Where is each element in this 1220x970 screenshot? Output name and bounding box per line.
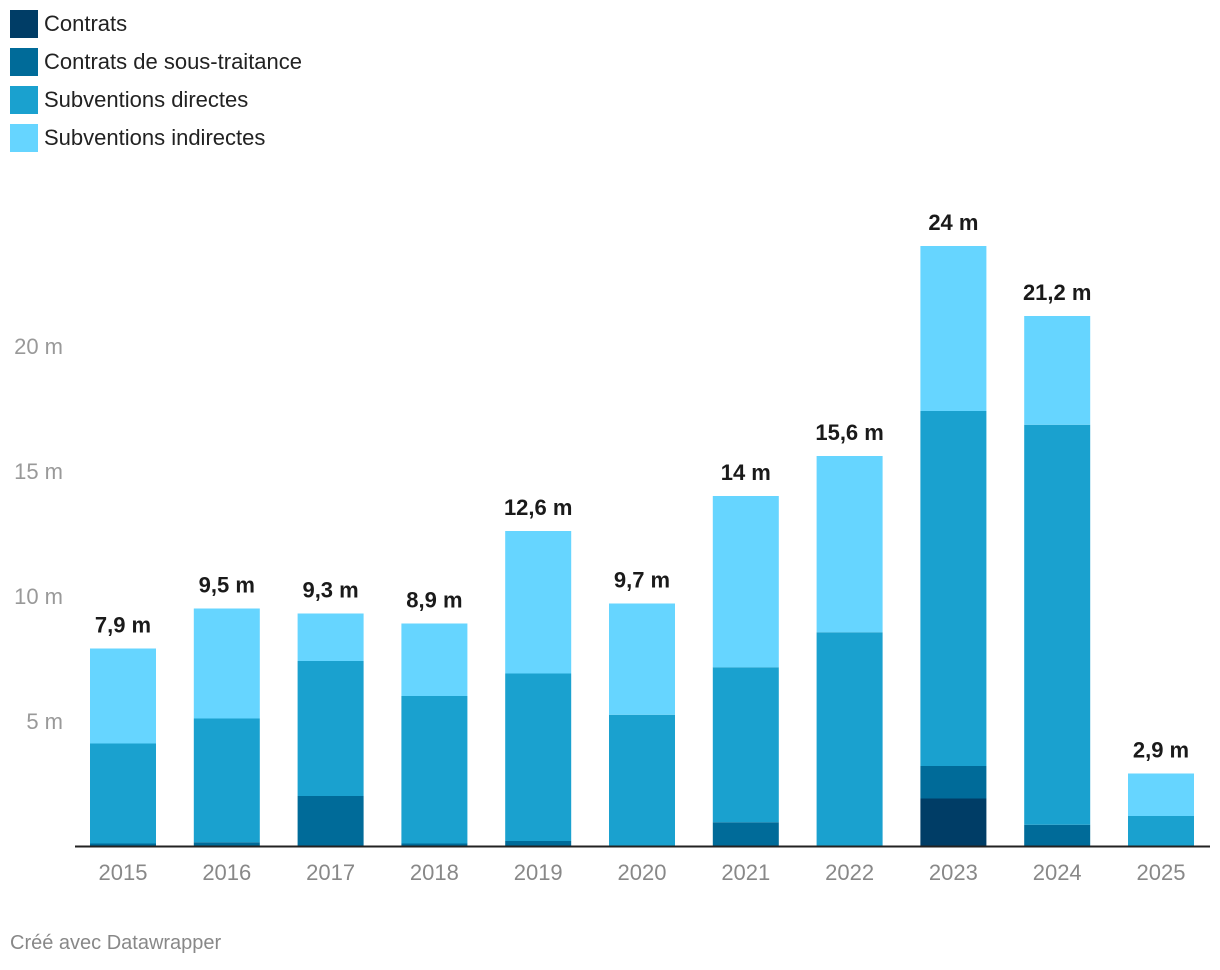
total-label-2017: 9,3 m bbox=[302, 578, 358, 603]
y-tick-label-10: 10 m bbox=[14, 584, 63, 609]
bar-2025-series-3 bbox=[1128, 773, 1194, 816]
y-tick-label-5: 5 m bbox=[26, 709, 63, 734]
x-tick-label-2025: 2025 bbox=[1137, 860, 1186, 885]
legend-item-subventions-directes: Subventions directes bbox=[10, 86, 302, 114]
y-tick-label-15: 15 m bbox=[14, 459, 63, 484]
bar-2020-series-2 bbox=[609, 714, 675, 846]
legend-swatch-sous-traitance bbox=[10, 48, 38, 76]
bar-2021-series-3 bbox=[712, 496, 779, 668]
bar-2018-series-1 bbox=[401, 843, 468, 846]
x-tick-label-2018: 2018 bbox=[410, 860, 459, 885]
legend-label-contrats: Contrats bbox=[44, 11, 128, 36]
legend-swatch-subventions-directes bbox=[10, 86, 38, 114]
bar-2015-series-3 bbox=[90, 648, 156, 744]
bar-2019-series-3 bbox=[505, 531, 572, 674]
legend-item-contrats: Contrats bbox=[10, 10, 302, 38]
x-tick-label-2023: 2023 bbox=[929, 860, 978, 885]
bar-2018-series-2 bbox=[401, 696, 468, 844]
bar-2024-series-1 bbox=[1024, 824, 1091, 846]
x-tick-label-2021: 2021 bbox=[721, 860, 770, 885]
y-tick-label-20: 20 m bbox=[14, 334, 63, 359]
bar-2021-series-1 bbox=[712, 822, 779, 846]
x-tick-label-2017: 2017 bbox=[306, 860, 355, 885]
bar-2022-series-2 bbox=[816, 632, 883, 846]
total-label-2025: 2,9 m bbox=[1133, 738, 1189, 763]
total-label-2024: 21,2 m bbox=[1023, 280, 1092, 305]
bar-2023-series-1 bbox=[920, 766, 987, 799]
total-label-2019: 12,6 m bbox=[504, 495, 573, 520]
x-tick-label-2024: 2024 bbox=[1033, 860, 1082, 885]
x-tick-label-2022: 2022 bbox=[825, 860, 874, 885]
footer-credit: Créé avec Datawrapper bbox=[10, 932, 222, 954]
stacked-bar-chart: 5 m 10 m 15 m 20 m 7,9 m 2015 9,5 m 2016 9,3 m 20… bbox=[14, 210, 1210, 885]
total-label-2018: 8,9 m bbox=[406, 588, 462, 613]
bar-2017-series-2 bbox=[297, 661, 364, 796]
legend-item-sous-traitance: Contrats de sous-traitance bbox=[10, 48, 302, 76]
total-label-2023: 24 m bbox=[928, 210, 978, 235]
bar-2021-series-2 bbox=[712, 667, 779, 823]
bar-2023-series-2 bbox=[920, 411, 987, 766]
bar-2020-series-3 bbox=[609, 603, 675, 715]
bar-2024-series-3 bbox=[1024, 316, 1091, 425]
bar-2024-series-2 bbox=[1024, 424, 1091, 825]
bar-2015-series-2 bbox=[90, 743, 156, 844]
x-tick-label-2016: 2016 bbox=[202, 860, 251, 885]
bar-2017-series-3 bbox=[297, 613, 364, 661]
bar-2022-series-3 bbox=[816, 456, 883, 633]
bar-2025-series-2 bbox=[1128, 816, 1194, 846]
total-label-2022: 15,6 m bbox=[815, 420, 884, 445]
x-tick-label-2015: 2015 bbox=[99, 860, 148, 885]
total-label-2020: 9,7 m bbox=[614, 568, 670, 593]
total-label-2016: 9,5 m bbox=[199, 573, 255, 598]
bar-2023-series-3 bbox=[920, 246, 987, 411]
total-label-2021: 14 m bbox=[721, 460, 771, 485]
legend-label-subventions-indirectes: Subventions indirectes bbox=[44, 125, 266, 150]
bar-2018-series-3 bbox=[401, 623, 468, 696]
bar-2016-series-1 bbox=[193, 842, 260, 846]
chart-legend: Contrats Contrats de sous-traitance Subv… bbox=[10, 10, 302, 162]
bar-2015-series-1 bbox=[90, 843, 156, 846]
legend-label-sous-traitance: Contrats de sous-traitance bbox=[44, 49, 303, 74]
bar-2016-series-3 bbox=[193, 608, 260, 719]
x-tick-label-2020: 2020 bbox=[618, 860, 667, 885]
bar-2017-series-1 bbox=[297, 796, 364, 846]
x-tick-label-2019: 2019 bbox=[514, 860, 563, 885]
legend-swatch-contrats bbox=[10, 10, 38, 38]
bar-2019-series-2 bbox=[505, 673, 572, 841]
bar-2019-series-1 bbox=[505, 841, 572, 846]
bar-2016-series-2 bbox=[193, 718, 260, 843]
total-label-2015: 7,9 m bbox=[95, 613, 151, 638]
bar-2023-series-0 bbox=[920, 798, 987, 846]
legend-label-subventions-directes: Subventions directes bbox=[44, 87, 249, 112]
legend-item-subventions-indirectes: Subventions indirectes bbox=[10, 124, 302, 152]
legend-swatch-subventions-indirectes bbox=[10, 124, 38, 152]
